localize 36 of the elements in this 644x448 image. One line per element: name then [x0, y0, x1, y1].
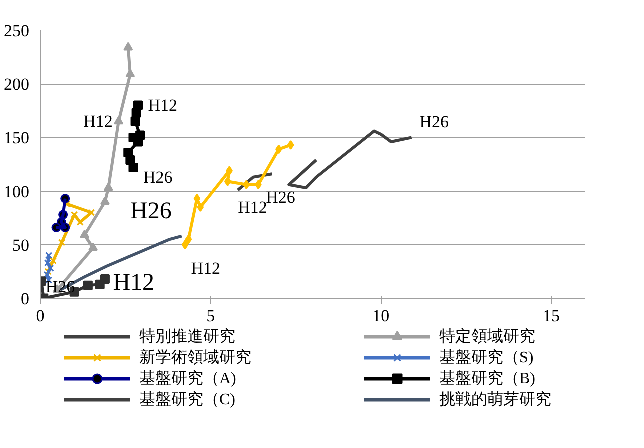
legend-label: 新学術領域研究	[140, 348, 252, 366]
x-tick-label: 0	[36, 306, 45, 326]
annotation: H12	[238, 198, 268, 218]
annotation: H12	[113, 270, 155, 296]
annotation: H26	[130, 198, 172, 224]
x-tick-label: 10	[372, 306, 390, 326]
legend-label: 基盤研究（B)	[440, 370, 536, 388]
point	[47, 264, 54, 272]
point	[50, 257, 58, 265]
point	[70, 211, 78, 218]
y-tick-label: 250	[4, 22, 30, 40]
annotation: H12	[191, 258, 221, 278]
point	[88, 209, 96, 216]
x-tick-label: 5	[206, 306, 216, 326]
legend-label: 基盤研究（C)	[140, 390, 236, 408]
annotation: H12	[148, 96, 178, 116]
y-tick-label: 150	[4, 128, 30, 148]
y-tick-label: 50	[12, 236, 30, 255]
y-tick-label: 0	[21, 290, 30, 308]
line-series	[288, 130, 414, 190]
annotation: H12	[84, 112, 113, 132]
y-tick-label: 200	[4, 75, 30, 94]
x-tick-label: 15	[542, 306, 560, 326]
annotation: H26	[266, 188, 296, 208]
annotation: H26	[420, 112, 450, 132]
y-tick-label: 100	[4, 182, 30, 202]
legend-label: 挑戦的萌芽研究	[440, 390, 552, 408]
legend-label: 特別推進研究	[140, 328, 236, 346]
point	[44, 271, 51, 278]
point	[58, 239, 66, 246]
legend-label: 基盤研究（S)	[440, 348, 534, 366]
annotation: H26	[143, 168, 173, 188]
point	[45, 252, 53, 260]
legend-label: 基盤研究（A)	[140, 370, 236, 388]
point	[44, 260, 52, 267]
legend-label: 特定領域研究	[440, 328, 536, 346]
